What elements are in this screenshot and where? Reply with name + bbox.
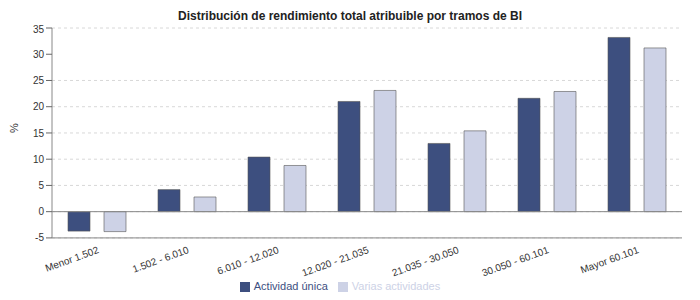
svg-text:Menor 1.502: Menor 1.502 bbox=[44, 244, 101, 274]
html-text:Varias actividades: Varias actividades bbox=[351, 279, 441, 292]
svg-text:5: 5 bbox=[38, 180, 44, 191]
svg-text:30: 30 bbox=[33, 49, 45, 60]
svg-text:10: 10 bbox=[33, 154, 45, 165]
svg-text:35: 35 bbox=[33, 24, 45, 35]
svg-text:%: % bbox=[8, 123, 20, 133]
svg-text:12.020 - 21.035: 12.020 - 21.035 bbox=[301, 244, 371, 278]
svg-text:20: 20 bbox=[33, 101, 45, 112]
svg-text:6.010 - 12.020: 6.010 - 12.020 bbox=[216, 244, 281, 277]
svg-text:0: 0 bbox=[38, 206, 44, 217]
html-text:Distribución de rendimiento to: Distribución de rendimiento total atribu… bbox=[178, 9, 522, 23]
svg-text:15: 15 bbox=[33, 128, 45, 139]
svg-text:21.035 - 30.050: 21.035 - 30.050 bbox=[391, 244, 461, 278]
svg-text:Mayor 60.101: Mayor 60.101 bbox=[579, 244, 641, 275]
svg-text:25: 25 bbox=[33, 75, 45, 86]
html-text:Actividad única: Actividad única bbox=[253, 279, 328, 292]
svg-text:-5: -5 bbox=[35, 232, 44, 243]
svg-text:30.050 - 60.101: 30.050 - 60.101 bbox=[481, 244, 551, 278]
svg-text:1.502 - 6.010: 1.502 - 6.010 bbox=[131, 244, 191, 275]
